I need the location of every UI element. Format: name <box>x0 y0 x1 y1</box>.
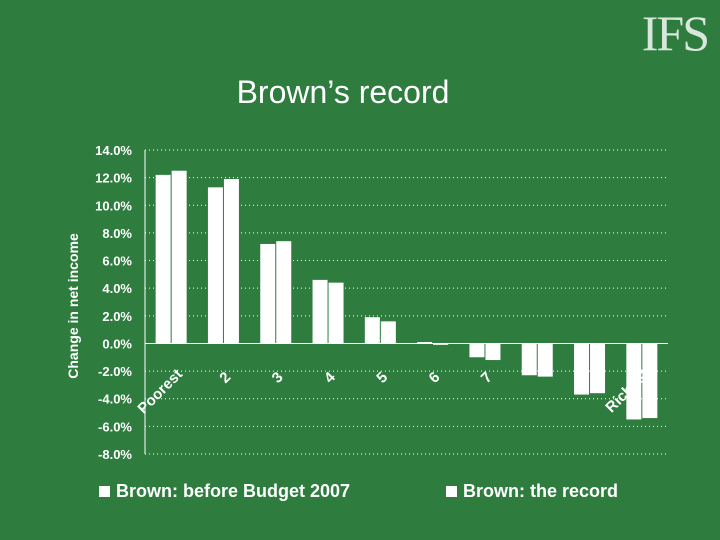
legend-label: Brown: the record <box>463 481 619 501</box>
legend-label: Brown: before Budget 2007 <box>116 481 351 501</box>
legend-swatch <box>446 486 457 497</box>
bar-before-budget-6 <box>417 342 433 344</box>
y-tick-label: 0.0% <box>102 336 132 351</box>
y-tick-label: -2.0% <box>98 364 132 379</box>
bar-before-budget-8 <box>521 343 537 376</box>
y-tick-labels: 14.0% 12.0% 10.0% 8.0% 6.0% 4.0% 2.0% 0.0% -2.0%… <box>95 143 132 462</box>
bar-record-6 <box>433 343 449 345</box>
bar-before-budget-1 <box>155 174 171 344</box>
bar-before-budget-3 <box>260 243 276 344</box>
bar-record-9 <box>590 343 606 394</box>
category-label: 4 <box>321 368 339 386</box>
y-tick-label: 12.0% <box>95 171 132 186</box>
bar-before-budget-9 <box>574 343 590 395</box>
y-tick-label: 14.0% <box>95 143 132 158</box>
bar-before-budget-7 <box>469 343 485 358</box>
legend-item-before-budget: Brown: before Budget 2007 <box>99 481 350 502</box>
legend-swatch <box>99 486 110 497</box>
y-tick-label: 10.0% <box>95 198 132 213</box>
chart-title: Brown’s record <box>236 74 450 110</box>
bars <box>155 170 658 420</box>
y-tick-label: -6.0% <box>98 419 132 434</box>
bar-record-7 <box>485 343 501 361</box>
y-tick-label: -4.0% <box>98 392 132 407</box>
category-label: 5 <box>373 369 391 387</box>
y-tick-label: 2.0% <box>102 309 132 324</box>
bar-before-budget-4 <box>312 279 328 344</box>
bar-record-5 <box>380 321 396 344</box>
bar-record-2 <box>223 179 239 344</box>
ifs-logo: IFS <box>641 5 710 61</box>
category-label: 6 <box>426 369 444 387</box>
y-axis-label: Change in net income <box>65 233 81 379</box>
bar-before-budget-5 <box>364 317 380 344</box>
bar-before-budget-2 <box>207 187 223 344</box>
bar-record-1 <box>171 170 187 344</box>
legend-item-record: Brown: the record <box>446 481 618 502</box>
y-tick-label: 6.0% <box>102 254 132 269</box>
bar-record-10 <box>642 343 658 419</box>
y-tick-label: 8.0% <box>102 226 132 241</box>
bar-record-3 <box>276 241 292 344</box>
bar-record-8 <box>537 343 553 377</box>
category-label: Poorest <box>134 366 186 418</box>
bar-record-4 <box>328 282 344 344</box>
bar-before-budget-10 <box>626 343 642 420</box>
y-tick-label: 4.0% <box>102 281 132 296</box>
y-tick-label: -8.0% <box>98 447 132 462</box>
gridlines <box>144 149 668 455</box>
